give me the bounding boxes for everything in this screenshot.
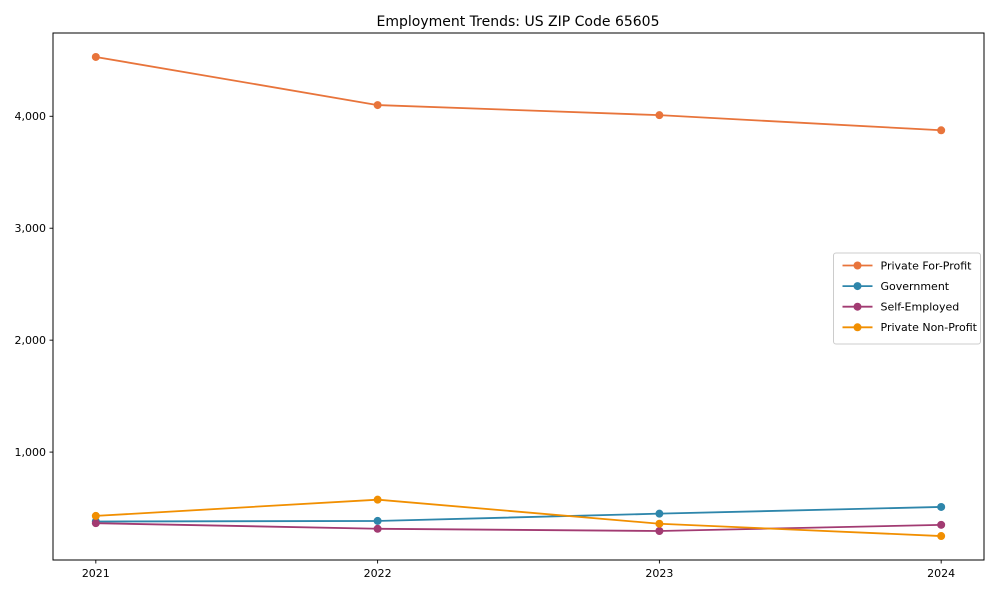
data-point-private-for-profit-2024 — [937, 126, 946, 135]
data-point-government-2022 — [373, 516, 382, 525]
x-tick-label-2021: 2021 — [82, 567, 110, 580]
legend-label-private-for-profit: Private For-Profit — [881, 259, 973, 272]
legend-marker-dot-self-employed — [853, 302, 862, 311]
data-point-private-for-profit-2022 — [373, 101, 382, 110]
data-point-private-for-profit-2023 — [655, 111, 664, 120]
legend-box — [833, 252, 981, 345]
data-point-private-non-profit-2023 — [655, 519, 664, 528]
series-line-self-employed — [95, 522, 942, 532]
data-point-self-employed-2024 — [937, 520, 946, 529]
data-point-self-employed-2022 — [373, 524, 382, 533]
data-point-private-non-profit-2022 — [373, 495, 382, 504]
series-line-government — [95, 506, 942, 523]
legend-label-private-non-profit: Private Non-Profit — [881, 321, 978, 334]
data-point-private-non-profit-2024 — [937, 532, 946, 541]
legend-label-government: Government — [881, 280, 950, 293]
series-line-private-non-profit — [95, 498, 942, 537]
x-tick-label-2022: 2022 — [364, 567, 392, 580]
plot-area: 1,000 2,000 3,000 4,000 2021 2022 2023 2024 Priv… — [15, 32, 985, 580]
y-tick-label: 4,000 — [15, 110, 47, 123]
legend-marker-dot-government — [853, 282, 862, 291]
x-tick-label-2023: 2023 — [645, 567, 673, 580]
data-point-private-non-profit-2021 — [91, 511, 100, 520]
y-tick-label: 3,000 — [15, 222, 47, 235]
data-point-self-employed-2021 — [91, 519, 100, 528]
data-point-government-2024 — [937, 502, 946, 511]
data-point-private-for-profit-2021 — [91, 52, 100, 61]
y-tick-label: 1,000 — [15, 446, 47, 459]
x-tick-label-2024: 2024 — [927, 567, 955, 580]
data-point-government-2023 — [655, 509, 664, 518]
axes-spines — [52, 32, 985, 561]
chart-title: Employment Trends: US ZIP Code 65605 — [377, 14, 660, 30]
legend-marker-dot-private-for-profit — [853, 261, 862, 270]
legend-marker-dot-private-non-profit — [853, 323, 862, 332]
legend-label-self-employed: Self-Employed — [881, 301, 960, 314]
series-line-private-for-profit — [95, 56, 942, 132]
y-tick-label: 2,000 — [15, 334, 47, 347]
data-point-self-employed-2023 — [655, 527, 664, 536]
